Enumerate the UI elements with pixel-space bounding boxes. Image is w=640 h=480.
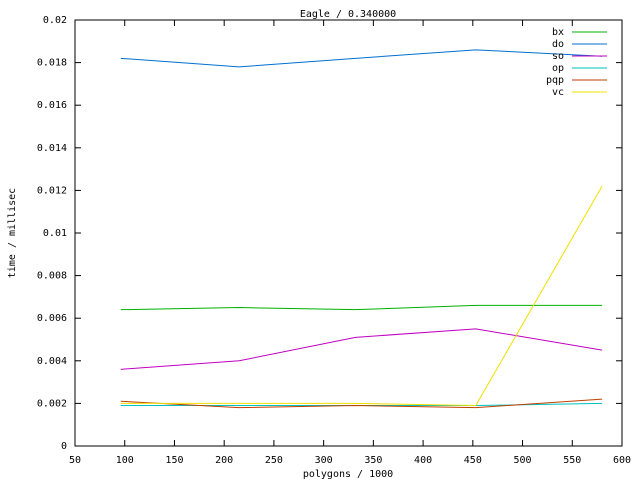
- y-tick-label: 0.008: [37, 271, 67, 282]
- y-axis-label: time / millisec: [7, 188, 18, 278]
- x-tick-label: 250: [265, 455, 283, 466]
- legend-label: vc: [552, 87, 564, 98]
- x-tick-label: 450: [464, 455, 482, 466]
- x-tick-label: 350: [364, 455, 382, 466]
- x-tick-label: 100: [116, 455, 134, 466]
- y-tick-label: 0.02: [43, 15, 67, 26]
- y-tick-label: 0.01: [43, 228, 67, 239]
- y-tick-label: 0.012: [37, 185, 67, 196]
- legend-label: do: [552, 39, 564, 50]
- legend-label: so: [552, 51, 564, 62]
- y-tick-label: 0: [61, 441, 67, 452]
- y-tick-label: 0.006: [37, 313, 67, 324]
- series-line: [120, 185, 603, 407]
- chart-title: Eagle / 0.340000: [300, 9, 396, 20]
- series-line: [120, 49, 603, 68]
- series-line: [120, 398, 603, 409]
- x-tick-label: 150: [165, 455, 183, 466]
- y-tick-label: 0.004: [37, 356, 67, 367]
- x-tick-label: 50: [69, 455, 81, 466]
- legend-label: pqp: [546, 75, 564, 86]
- legend-label: bx: [552, 27, 564, 38]
- x-tick-label: 200: [215, 455, 233, 466]
- y-tick-label: 0.018: [37, 58, 67, 69]
- x-tick-label: 550: [563, 455, 581, 466]
- legend-label: op: [552, 63, 564, 74]
- x-tick-label: 500: [514, 455, 532, 466]
- x-tick-label: 600: [613, 455, 631, 466]
- x-tick-label: 400: [414, 455, 432, 466]
- y-tick-label: 0.002: [37, 398, 67, 409]
- x-tick-label: 300: [315, 455, 333, 466]
- y-tick-label: 0.016: [37, 100, 67, 111]
- x-axis-label: polygons / 1000: [303, 469, 393, 480]
- series-line: [120, 304, 603, 311]
- y-tick-label: 0.014: [37, 143, 67, 154]
- series-line: [120, 328, 603, 370]
